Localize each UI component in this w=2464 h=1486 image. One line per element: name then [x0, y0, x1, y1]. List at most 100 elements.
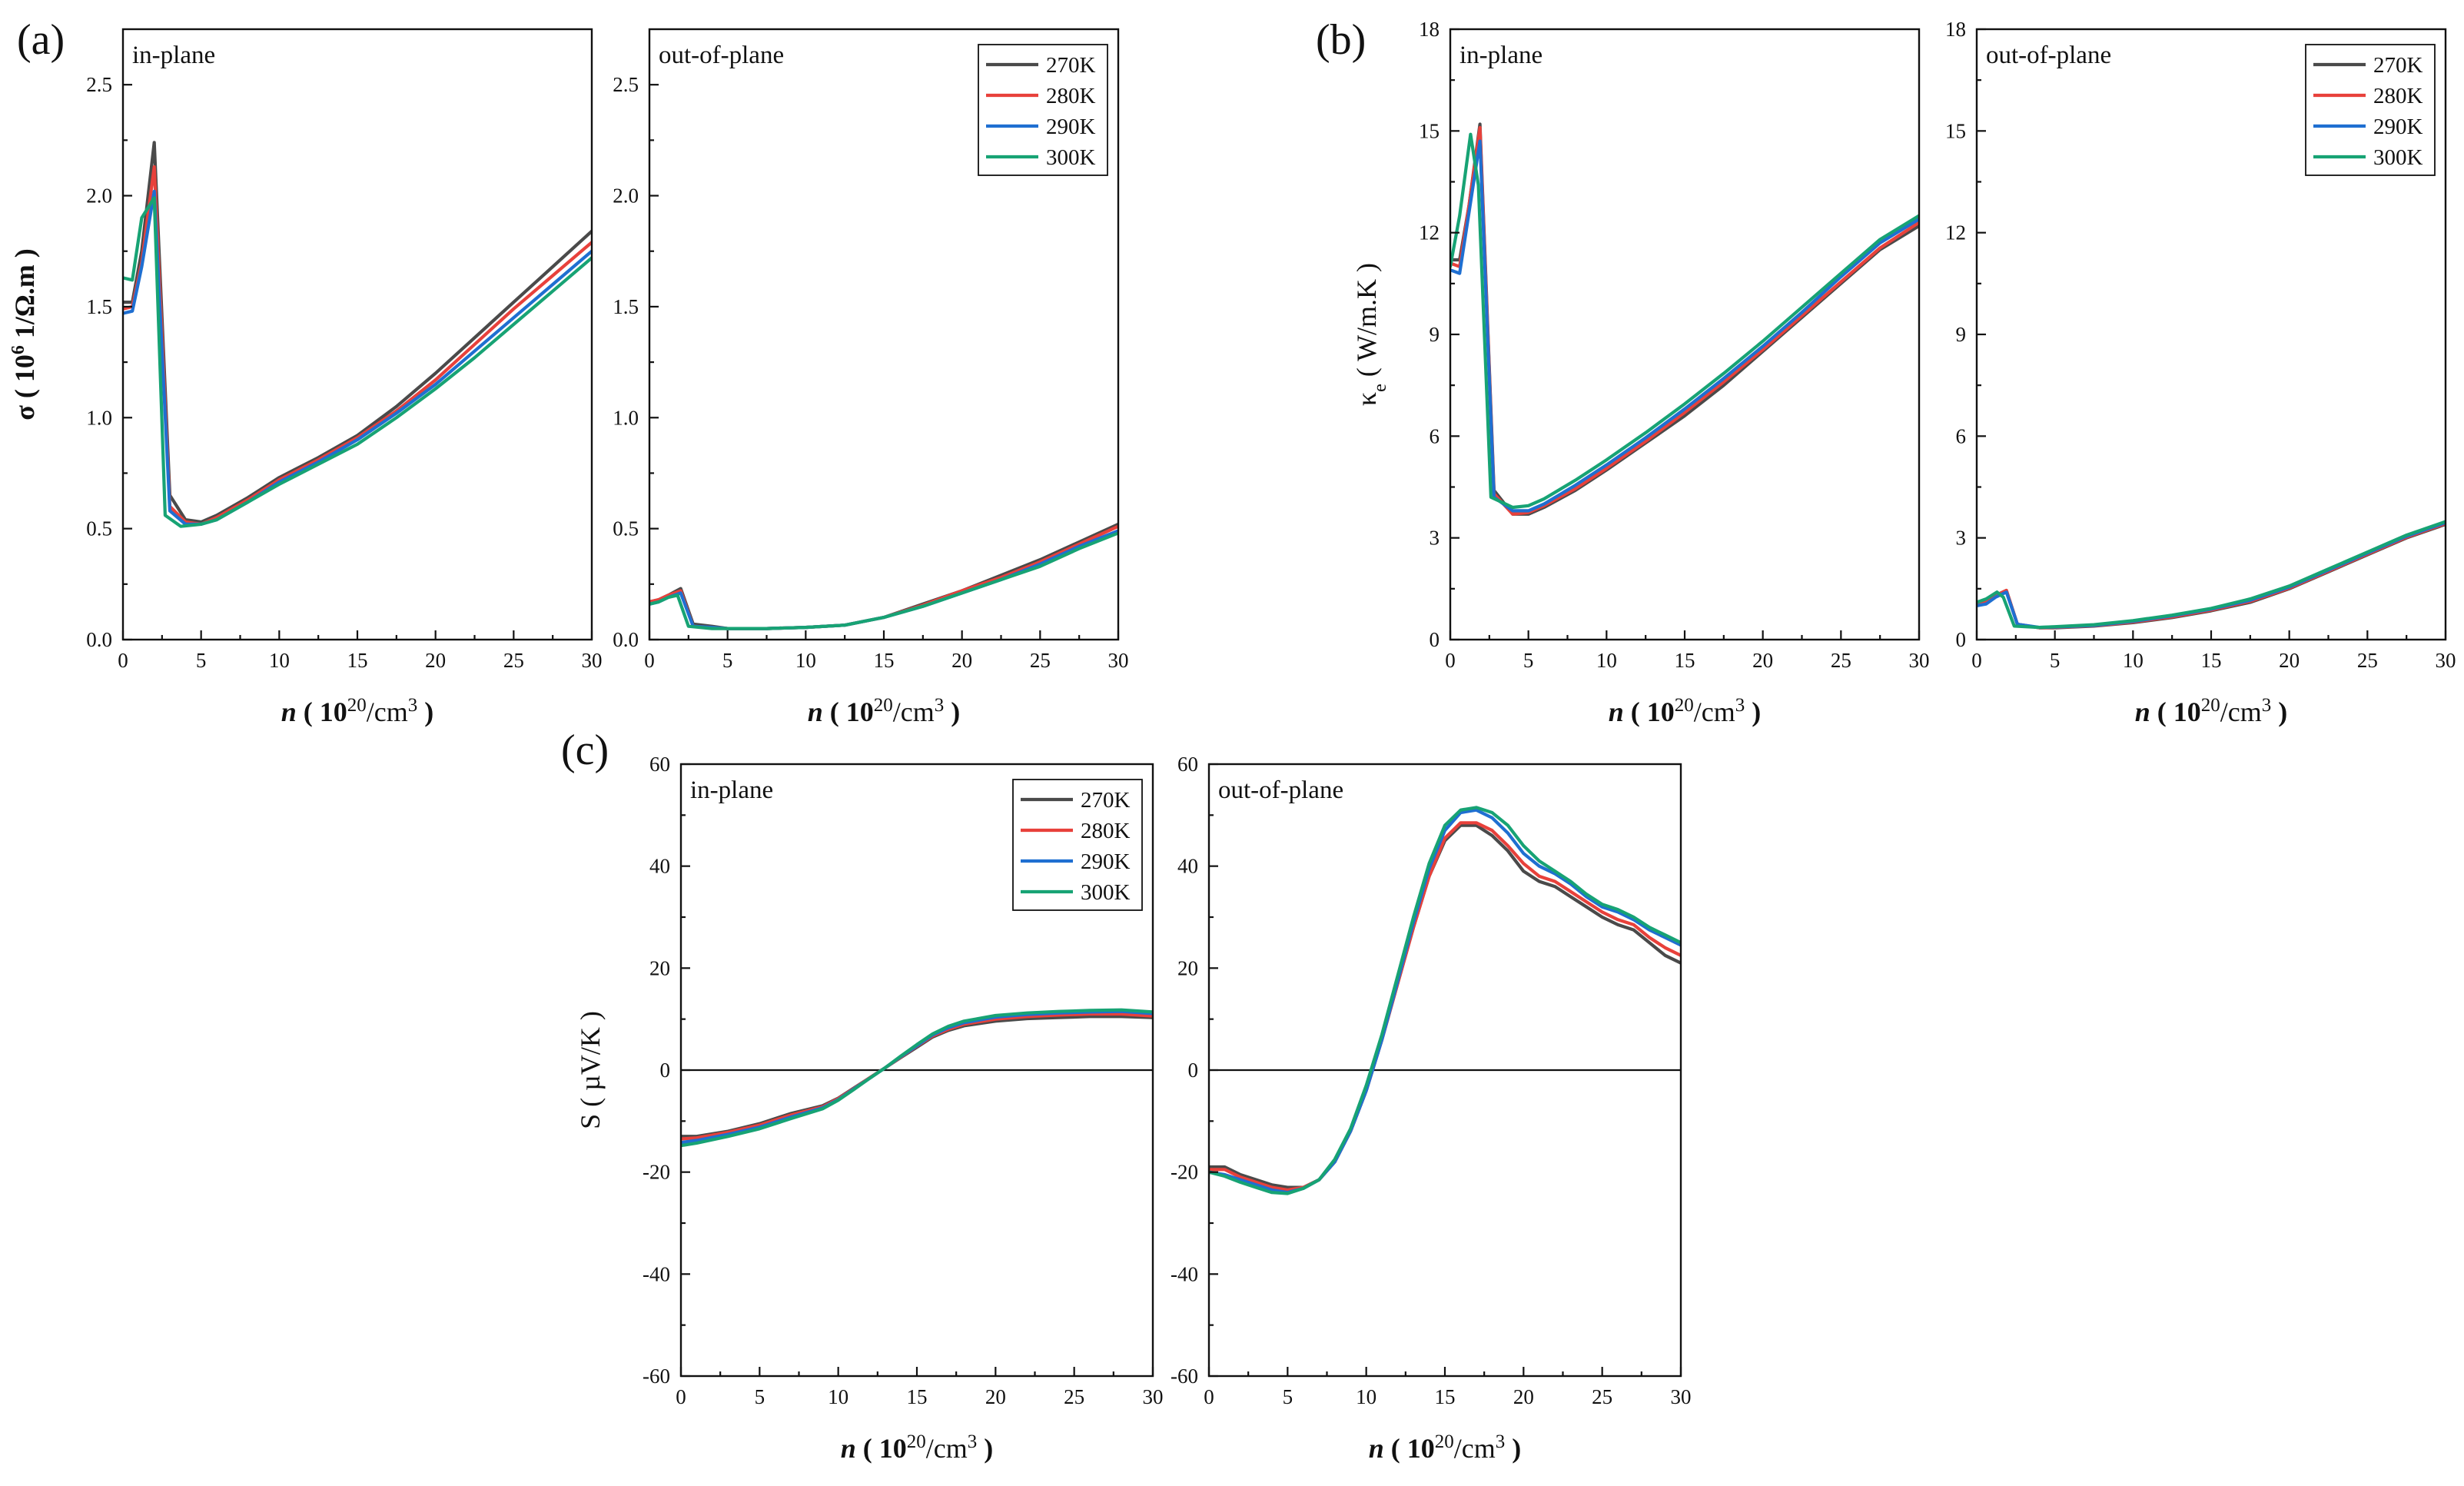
y-tick-label: 0.0	[86, 628, 112, 651]
panel-title: out-of-plane	[659, 42, 784, 69]
x-tick-label: 15	[907, 1385, 928, 1408]
x-tick-label: 30	[1671, 1385, 1692, 1408]
legend: 270K 280K 290K 300K	[2305, 44, 2436, 176]
x-axis-label: n ( 1020/cm3 )	[841, 1431, 994, 1464]
panel-c-out: 0 5 10 15 20 25 30 -60 -40 -20 0 20 40 60 out-of-plane…	[1171, 753, 1692, 1464]
series-line-300K	[1209, 806, 1681, 1195]
y-tick-label: -20	[1171, 1161, 1198, 1184]
x-tick-label: 25	[1592, 1385, 1612, 1408]
series-line-270K	[649, 522, 1118, 630]
x-tick-label: 25	[1064, 1385, 1084, 1408]
series-group	[681, 1008, 1153, 1148]
x-axis-label: n ( 1020/cm3 )	[1369, 1431, 1522, 1464]
y-tick-label: 15	[1419, 119, 1440, 142]
panel-a-in: 0 5 10 15 20 25 30 0.0 0.5 1.0 1.5 2.0 2.5 in-plane n …	[8, 16, 603, 727]
panel-letter: (b)	[1316, 16, 1366, 64]
y-tick-label: -40	[643, 1262, 670, 1285]
x-tick-label: 30	[1143, 1385, 1164, 1408]
y-tick-label: 6	[1956, 424, 1967, 447]
y-tick-label: 0	[1430, 628, 1440, 651]
x-tick-label: 10	[828, 1385, 848, 1408]
y-tick-label: -40	[1171, 1262, 1198, 1285]
plot-frame	[1449, 28, 1921, 641]
y-axis-label: σ ( 106 1/Ω.m )	[8, 248, 40, 420]
x-tick-label: 10	[1596, 649, 1617, 672]
y-tick-label: 9	[1956, 323, 1967, 346]
y-tick-label: 0	[1956, 628, 1967, 651]
y-tick-label: 9	[1430, 323, 1440, 346]
plot-frame	[121, 28, 593, 641]
legend-box	[2305, 44, 2436, 176]
panel-letter: (c)	[561, 726, 609, 774]
y-tick-label: 0	[660, 1059, 671, 1082]
y-tick-label: 1.5	[86, 295, 112, 318]
x-tick-label: 10	[2123, 649, 2144, 672]
x-tick-label: 5	[1283, 1385, 1293, 1408]
y-tick-label: 18	[1419, 18, 1440, 41]
y-tick-label: -60	[1171, 1365, 1198, 1388]
y-tick-label: 60	[649, 753, 670, 776]
x-tick-label: 15	[347, 649, 368, 672]
panel-title: in-plane	[690, 776, 773, 804]
x-tick-label: 25	[503, 649, 524, 672]
series-line-280K	[681, 1012, 1153, 1141]
y-tick-label: -20	[643, 1161, 670, 1184]
y-tick-label: 3	[1956, 527, 1967, 550]
series-line-280K	[123, 165, 592, 527]
y-tick-label: 60	[1177, 753, 1198, 776]
y-tick-label: 3	[1430, 527, 1440, 550]
series-line-280K	[649, 524, 1118, 630]
series-group	[1977, 520, 2446, 630]
x-axis-label: n ( 1020/cm3 )	[808, 695, 961, 728]
x-tick-label: 0	[1971, 649, 1982, 672]
y-axis-label: S ( µV/K )	[575, 1011, 606, 1129]
series-group	[649, 522, 1118, 630]
panel-title: out-of-plane	[1986, 42, 2111, 69]
series-line-300K	[649, 531, 1118, 630]
x-tick-label: 0	[118, 649, 128, 672]
panel-title: in-plane	[132, 42, 215, 69]
x-axis-label: n ( 1020/cm3 )	[2135, 695, 2288, 728]
x-tick-label: 25	[2357, 649, 2378, 672]
x-tick-label: 20	[951, 649, 972, 672]
series-line-300K	[123, 196, 592, 528]
legend-box	[978, 44, 1108, 176]
series-line-270K	[1450, 122, 1919, 516]
legend-label-280K: 280K	[1081, 819, 1131, 843]
x-tick-label: 0	[1204, 1385, 1214, 1408]
y-tick-label: 0.0	[613, 628, 639, 651]
x-tick-label: 5	[196, 649, 207, 672]
x-tick-label: 15	[1435, 1385, 1456, 1408]
x-tick-label: 10	[1356, 1385, 1376, 1408]
x-tick-label: 0	[1445, 649, 1456, 672]
x-tick-label: 15	[2201, 649, 2222, 672]
legend-label-280K: 280K	[1046, 84, 1096, 108]
x-tick-label: 5	[755, 1385, 765, 1408]
series-group	[1209, 806, 1681, 1195]
series-line-270K	[1977, 522, 2446, 630]
x-tick-label: 20	[425, 649, 446, 672]
series-line-290K	[1209, 808, 1681, 1195]
legend-label-290K: 290K	[2373, 115, 2423, 139]
series-line-270K	[123, 141, 592, 524]
y-tick-label: -60	[643, 1365, 670, 1388]
y-tick-label: 40	[649, 855, 670, 878]
y-tick-label: 2.0	[613, 185, 639, 208]
legend-label-300K: 300K	[2373, 145, 2423, 170]
x-tick-label: 30	[582, 649, 603, 672]
series-line-290K	[123, 189, 592, 527]
series-line-280K	[1209, 821, 1681, 1192]
x-tick-label: 20	[1752, 649, 1773, 672]
x-tick-label: 15	[874, 649, 895, 672]
y-tick-label: 15	[1945, 119, 1966, 142]
x-axis-label: n ( 1020/cm3 )	[1609, 695, 1762, 728]
series-line-290K	[1450, 139, 1919, 513]
panel-title: in-plane	[1459, 42, 1542, 69]
x-tick-label: 5	[2050, 649, 2061, 672]
x-tick-label: 5	[722, 649, 733, 672]
series-line-270K	[1209, 823, 1681, 1189]
y-tick-label: 6	[1430, 424, 1440, 447]
x-tick-label: 30	[2436, 649, 2456, 672]
legend-label-270K: 270K	[1046, 53, 1096, 78]
